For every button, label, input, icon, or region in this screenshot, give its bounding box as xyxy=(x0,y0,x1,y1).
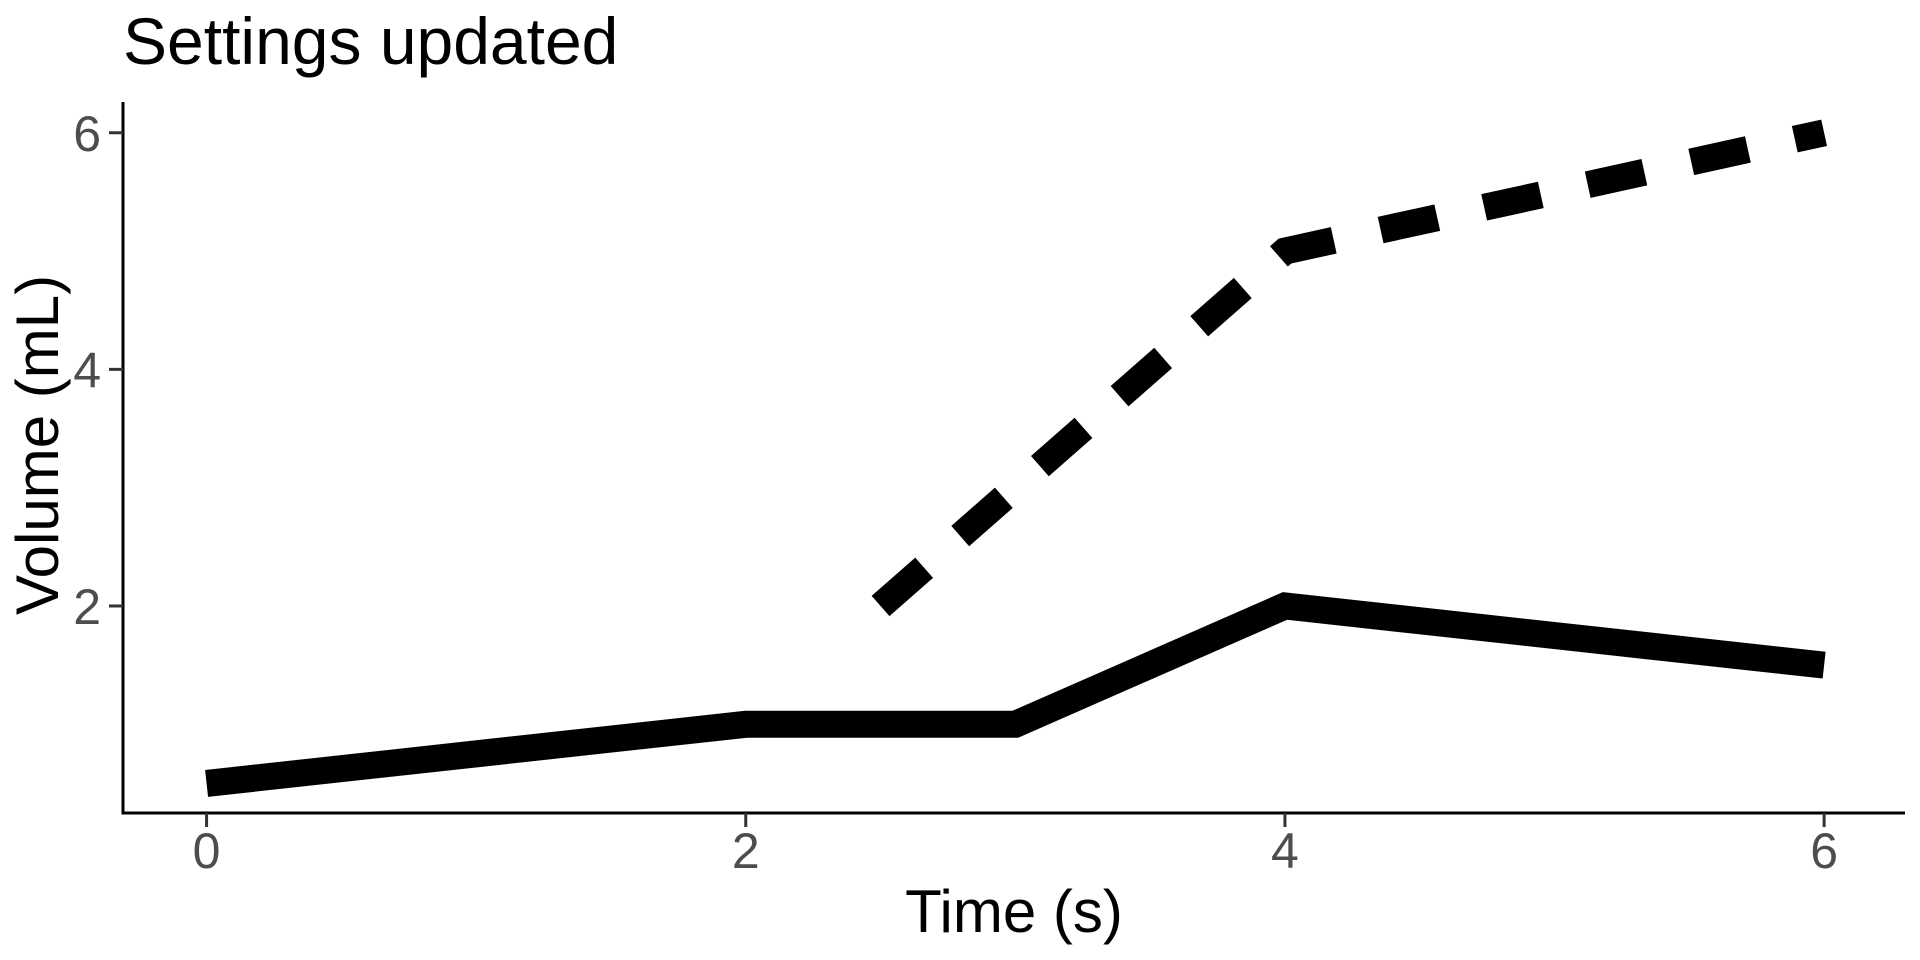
y-tick-label: 2 xyxy=(73,579,101,635)
x-tick-label: 2 xyxy=(732,823,760,879)
x-tick-label: 6 xyxy=(1810,823,1838,879)
x-tick-label: 4 xyxy=(1271,823,1299,879)
dashed-series-line xyxy=(871,119,1828,617)
tick-labels: 0 2 4 6 2 4 6 xyxy=(73,106,1838,879)
y-tick-label: 4 xyxy=(73,342,101,398)
x-axis-title: Time (s) xyxy=(905,878,1123,945)
axis-ticks xyxy=(109,131,1826,827)
axes xyxy=(121,102,1905,815)
chart-title: Settings updated xyxy=(123,4,618,78)
axis-lines xyxy=(121,102,1905,815)
x-tick-label: 0 xyxy=(193,823,221,879)
y-axis-title: Volume (mL) xyxy=(4,275,71,615)
data-series xyxy=(205,119,1828,797)
solid-series-line xyxy=(205,592,1826,797)
y-tick-label: 6 xyxy=(73,106,101,162)
